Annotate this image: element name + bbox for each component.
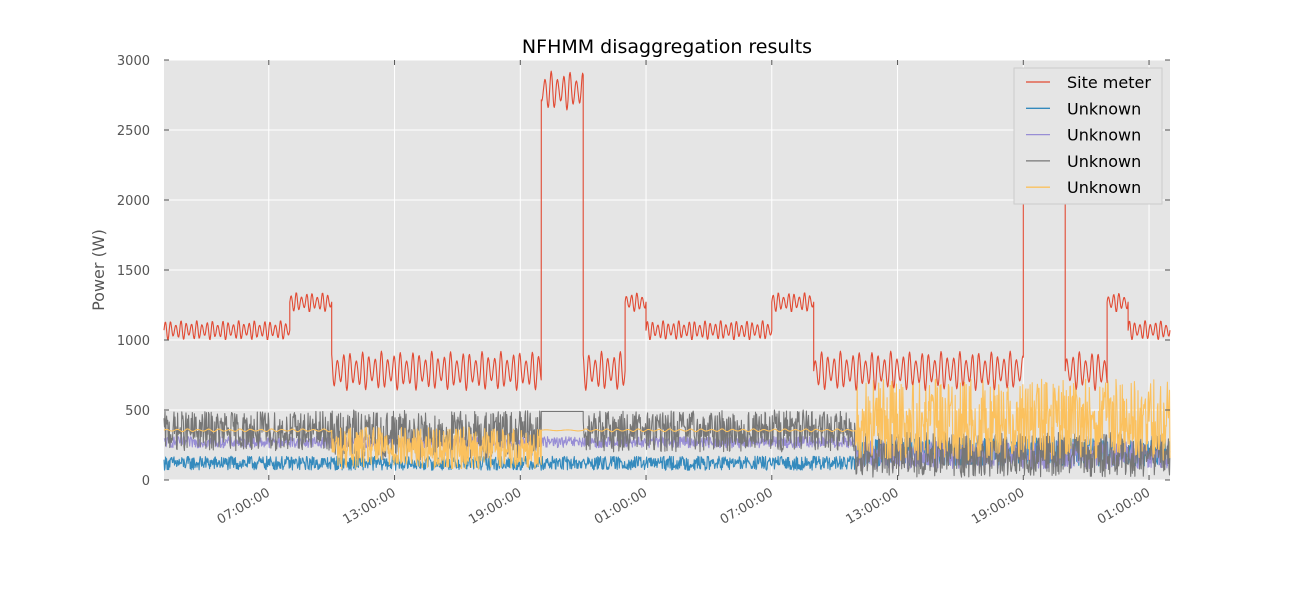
legend-label: Unknown <box>1067 99 1141 118</box>
chart-title: NFHMM disaggregation results <box>522 36 812 58</box>
y-tick-label: 2000 <box>117 194 150 209</box>
x-tick-label: 07:00:00 <box>215 485 273 527</box>
legend-frame <box>1013 67 1163 205</box>
y-tick-label: 3000 <box>117 54 150 69</box>
series-line <box>163 70 1171 391</box>
x-tick-label: 01:00:00 <box>1095 485 1153 527</box>
legend-label: Site meter <box>1067 73 1151 92</box>
y-tick-label: 0 <box>142 474 150 489</box>
legend-label: Unknown <box>1067 152 1141 171</box>
legend-label: Unknown <box>1067 126 1141 145</box>
series-line <box>163 409 1171 478</box>
y-tick-label: 1500 <box>117 264 150 279</box>
x-tick-label: 07:00:00 <box>718 485 776 527</box>
y-axis-label: Power (W) <box>89 229 108 311</box>
x-tick-label: 13:00:00 <box>843 485 901 527</box>
series-line <box>163 378 1171 470</box>
x-tick-label: 13:00:00 <box>340 485 398 527</box>
y-tick-label: 500 <box>125 404 150 419</box>
legend-label: Unknown <box>1067 178 1141 197</box>
x-tick-label: 19:00:00 <box>466 485 524 527</box>
y-tick-label: 2500 <box>117 124 150 139</box>
legend: Site meter Unknown Unknown Unknown Unknown <box>1013 67 1163 205</box>
x-tick-label: 19:00:00 <box>969 485 1027 527</box>
x-tick-label: 01:00:00 <box>592 485 650 527</box>
series-lines <box>163 70 1171 478</box>
y-tick-label: 1000 <box>117 334 150 349</box>
